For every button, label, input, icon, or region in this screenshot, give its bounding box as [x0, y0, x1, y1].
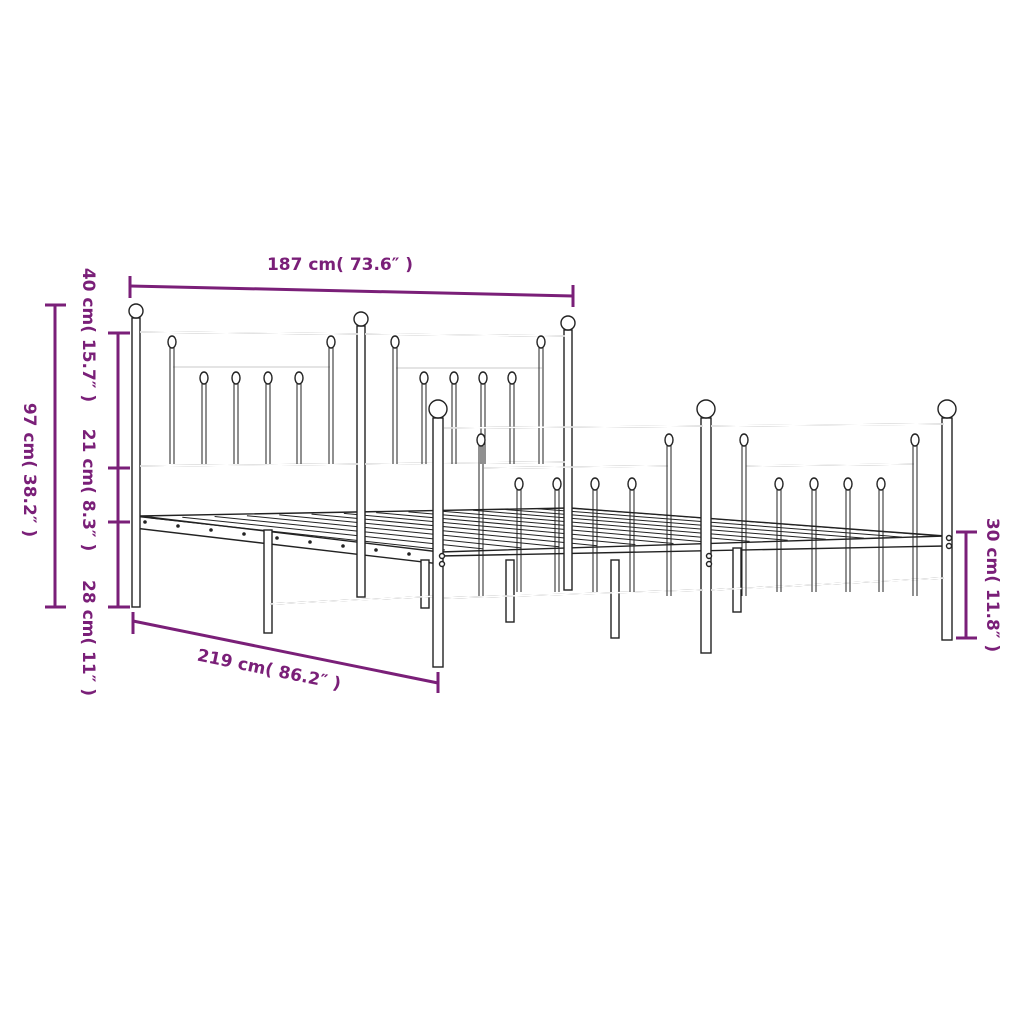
- post-finial: [696, 399, 716, 419]
- spindle-knob: [507, 371, 517, 385]
- footboard-post: [700, 417, 712, 654]
- footboard-top-rail: [710, 423, 945, 427]
- slat: [440, 510, 788, 541]
- rail-hole: [275, 536, 279, 540]
- footboard-post: [941, 417, 953, 641]
- leg: [610, 559, 620, 639]
- slat: [343, 512, 674, 545]
- rail-hole: [407, 552, 411, 556]
- slat: [214, 515, 522, 549]
- leg: [263, 529, 273, 634]
- headboard-post: [131, 317, 141, 608]
- width-label: 187 cm( 73.6″ ): [267, 255, 413, 275]
- spindle-knob: [326, 335, 336, 349]
- post-finial: [128, 303, 144, 319]
- headboard-top-rail: [364, 333, 566, 337]
- slat: [473, 509, 826, 540]
- headboard-top-rail: [139, 331, 359, 335]
- middle-section-label: 21 cm( 8.3″ ): [78, 429, 98, 551]
- spindle-knob: [536, 335, 546, 349]
- spindle-knob: [809, 477, 819, 491]
- footboard-height-label: 30 cm( 11.8″ ): [982, 518, 1002, 652]
- rail-hole: [308, 540, 312, 544]
- slat: [246, 515, 560, 548]
- slat: [376, 512, 712, 543]
- slat: [408, 511, 750, 542]
- headboard-post: [563, 329, 573, 591]
- spindle-knob: [514, 477, 524, 491]
- post-finial: [428, 399, 448, 419]
- spindle-knob: [167, 335, 177, 349]
- footboard-top-rail: [443, 425, 704, 429]
- leg: [420, 559, 430, 609]
- total-height-dimension: 97 cm( 38.2″ ): [19, 303, 66, 609]
- length-dimension: 219 cm( 86.2″ ): [131, 612, 440, 695]
- bolt: [705, 560, 713, 568]
- bed-frame-drawing: [128, 303, 957, 668]
- total-height-label: 97 cm( 38.2″ ): [19, 403, 39, 537]
- spindle-knob: [390, 335, 400, 349]
- leg: [732, 547, 742, 613]
- spindle-knob: [552, 477, 562, 491]
- spindle-knob: [294, 371, 304, 385]
- rail-hole: [176, 524, 180, 528]
- headboard-post: [356, 325, 366, 598]
- spindle-knob: [843, 477, 853, 491]
- rail-hole: [242, 532, 246, 536]
- spindle-knob: [910, 433, 920, 447]
- bolt: [945, 542, 953, 550]
- spindle-knob: [419, 371, 429, 385]
- spindle-knob: [263, 371, 273, 385]
- spindle-knob: [627, 477, 637, 491]
- spindle-knob: [664, 433, 674, 447]
- rail-hole: [209, 528, 213, 532]
- post-finial: [937, 399, 957, 419]
- post-finial: [353, 311, 369, 327]
- headboard-middle-rail: [139, 463, 359, 467]
- headboard-middle-rail: [364, 461, 566, 465]
- bolt: [438, 552, 446, 560]
- spindle-knob: [774, 477, 784, 491]
- spindle-knob: [199, 371, 209, 385]
- footboard-bottom-rail: [710, 577, 945, 591]
- leg: [505, 559, 515, 623]
- spindle-knob: [478, 371, 488, 385]
- spindle-knob: [449, 371, 459, 385]
- spindle-knob: [590, 477, 600, 491]
- side-rail-right: [439, 545, 946, 557]
- bottom-rail: [269, 595, 441, 605]
- rail-hole: [374, 548, 378, 552]
- width-dimension: 187 cm( 73.6″ ): [128, 255, 575, 307]
- post-finial: [560, 315, 576, 331]
- slat: [537, 508, 902, 538]
- bolt: [438, 560, 446, 568]
- footboard-post: [432, 417, 444, 668]
- clearance-label: 28 cm( 11″ ): [78, 580, 98, 696]
- slat: [569, 507, 941, 537]
- length-label: 219 cm( 86.2″ ): [195, 646, 342, 695]
- top-section-label: 40 cm( 15.7″ ): [78, 268, 98, 402]
- slat: [149, 517, 446, 551]
- section-heights-dimension: 40 cm( 15.7″ ) 21 cm( 8.3″ ) 28 cm( 11″ …: [78, 268, 130, 696]
- footboard-bottom-rail: [443, 589, 704, 599]
- footboard-inner-rail: [483, 465, 669, 469]
- spindle-knob: [876, 477, 886, 491]
- spindle-knob: [739, 433, 749, 447]
- footboard-height-dimension: 30 cm( 11.8″ ): [956, 518, 1002, 652]
- footboard-inner-rail: [745, 463, 915, 467]
- bolt: [705, 552, 713, 560]
- bolt: [945, 534, 953, 542]
- rail-hole: [143, 520, 147, 524]
- rail-hole: [341, 544, 345, 548]
- spindle-knob: [476, 433, 486, 447]
- spindle-knob: [231, 371, 241, 385]
